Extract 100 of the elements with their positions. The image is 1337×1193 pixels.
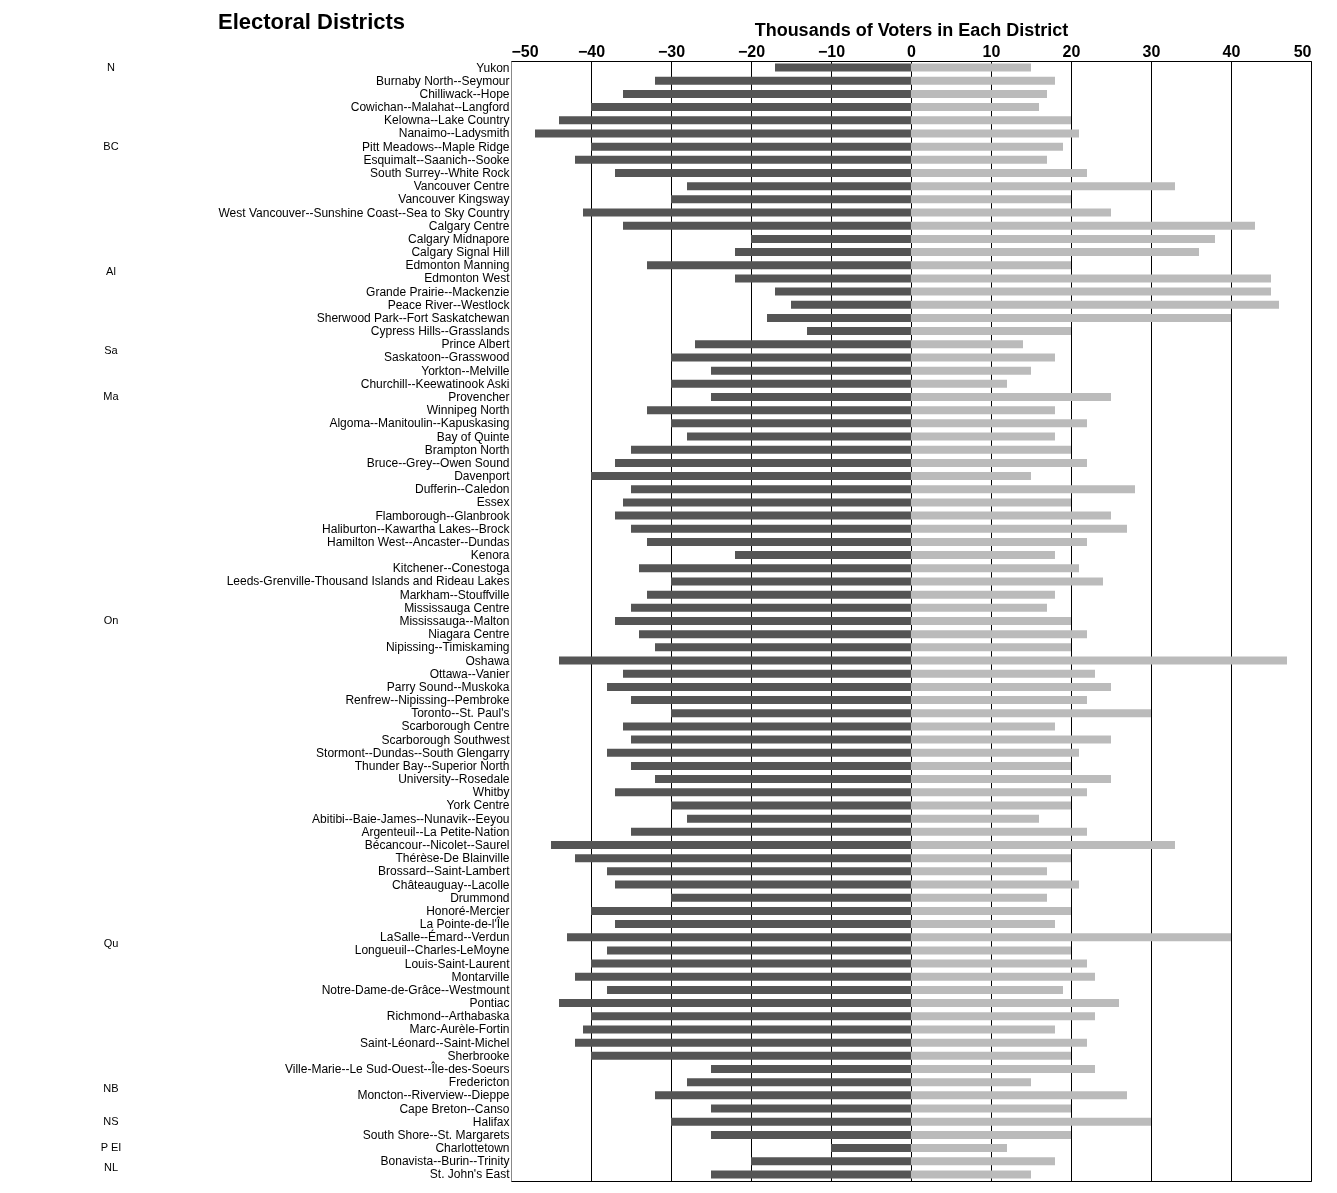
bar xyxy=(631,761,911,770)
bar xyxy=(911,169,1087,177)
bar xyxy=(911,1091,1127,1100)
y-tick-label: Nanaimo--Ladysmith xyxy=(398,126,510,141)
bar xyxy=(911,537,1087,546)
text: NL xyxy=(103,1160,119,1173)
bar xyxy=(591,472,911,481)
bar xyxy=(911,63,1031,72)
y-tick-label: Saskatoon--Grasswood xyxy=(384,350,510,365)
bar xyxy=(591,906,911,915)
bar xyxy=(911,933,1231,942)
y-tick-label: Louis-Saint-Laurent xyxy=(404,956,511,971)
y-tick-label: Pitt Meadows--Maple Ridge xyxy=(362,139,510,154)
bar xyxy=(631,485,911,494)
bar xyxy=(911,234,1215,243)
bar xyxy=(911,1025,1055,1034)
bar xyxy=(911,854,1071,863)
y-tick-label: Ville-Marie--Le Sud-Ouest--Île-des-Soeurs xyxy=(284,1061,510,1076)
bar xyxy=(671,379,911,388)
bar xyxy=(911,1078,1031,1087)
bar xyxy=(911,327,1071,336)
bar xyxy=(791,300,911,309)
bar xyxy=(615,920,911,929)
y-tick-label: Richmond--Arthabaska xyxy=(386,1009,510,1024)
y-tick-label: Sherbrooke xyxy=(447,1048,510,1063)
bar xyxy=(911,261,1071,270)
bar xyxy=(911,485,1135,494)
bar xyxy=(911,880,1079,889)
y-tick-label: Calgary Signal Hill xyxy=(411,245,510,260)
y-tick-label: University--Rosedale xyxy=(398,772,510,787)
bar xyxy=(751,234,911,243)
bar xyxy=(911,419,1087,428)
bar xyxy=(607,867,911,876)
bar xyxy=(671,577,911,586)
x-tick-label: −30 xyxy=(657,42,686,60)
bar xyxy=(623,89,911,98)
bar xyxy=(911,630,1087,639)
y-tick-label: South Surrey--White Rock xyxy=(370,166,511,180)
bar xyxy=(911,841,1175,849)
bar xyxy=(623,669,911,678)
bar xyxy=(583,1025,911,1034)
bar xyxy=(911,577,1103,586)
y-tick-label: Cowichan--Malahat--Langford xyxy=(350,100,510,115)
bar xyxy=(911,248,1199,257)
bar xyxy=(535,129,911,138)
y-tick-label: Abitibi--Baie-James--Nunavik--Eeyou xyxy=(312,811,510,826)
y-tick-label: Brossard--Saint-Lambert xyxy=(378,864,511,879)
bar xyxy=(711,1170,911,1179)
bar xyxy=(647,537,911,546)
bar xyxy=(671,1117,911,1126)
bar xyxy=(607,748,911,757)
bar xyxy=(775,63,911,72)
bar xyxy=(831,1144,911,1153)
bar xyxy=(639,564,911,573)
y-tick-label: Edmonton Manning xyxy=(405,258,510,273)
y-tick-label: Churchill--Keewatinook Aski xyxy=(360,376,510,391)
bar xyxy=(735,551,911,560)
bar xyxy=(911,682,1111,691)
bar xyxy=(911,788,1087,797)
bar xyxy=(591,959,911,968)
bar xyxy=(911,89,1047,98)
bar xyxy=(911,406,1055,415)
y-tick-label: Honoré-Mercier xyxy=(426,903,510,918)
bar xyxy=(631,445,911,454)
bar xyxy=(911,393,1111,401)
x-tick-label: 40 xyxy=(1222,42,1241,60)
bar xyxy=(911,458,1087,467)
y-tick-label: Vancouver Centre xyxy=(413,179,510,194)
bar xyxy=(911,379,1007,388)
bar xyxy=(631,735,911,744)
bar xyxy=(687,814,911,823)
y-tick-label: Vancouver Kingsway xyxy=(398,192,510,207)
bar xyxy=(911,814,1039,823)
bar xyxy=(671,195,911,204)
bar xyxy=(575,972,911,981)
bar xyxy=(911,669,1095,678)
y-tick-label: Prince Albert xyxy=(441,337,511,352)
y-tick-label: Kelowna--Lake Country xyxy=(384,113,510,128)
y-tick-label: Kenora xyxy=(470,548,510,563)
bar xyxy=(911,366,1031,375)
y-tick-label: Bay of Quinte xyxy=(436,429,510,444)
bar xyxy=(911,696,1087,705)
bar xyxy=(911,511,1111,520)
bar xyxy=(615,458,911,467)
bar xyxy=(911,116,1071,125)
bar xyxy=(655,1091,911,1100)
bar xyxy=(615,511,911,520)
x-tick-label: −10 xyxy=(817,42,846,60)
y-tick-label: Pontiac xyxy=(469,996,510,1011)
bar xyxy=(911,617,1071,625)
bar xyxy=(695,340,911,349)
y-tick-label: Montarville xyxy=(451,969,510,984)
bar xyxy=(911,353,1055,362)
bar xyxy=(631,827,911,836)
bar xyxy=(591,1012,911,1021)
bar xyxy=(911,959,1087,968)
bar xyxy=(559,999,911,1008)
x-tick-label: 20 xyxy=(1062,42,1081,60)
y-tick-label: York Centre xyxy=(446,798,510,813)
bar xyxy=(687,1078,911,1087)
